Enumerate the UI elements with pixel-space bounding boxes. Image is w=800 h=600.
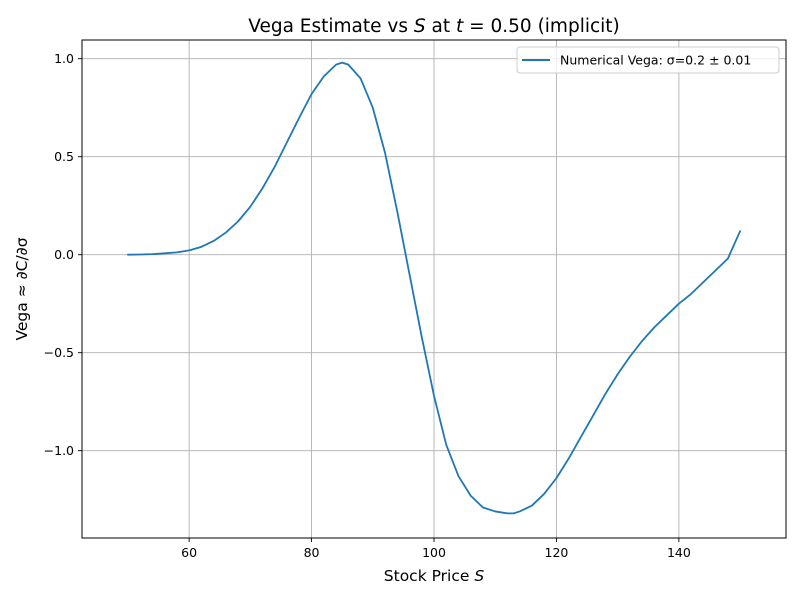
y-tick-label: −1.0 (44, 443, 74, 458)
x-axis-label: Stock Price S (384, 567, 485, 585)
x-tick-label: 60 (181, 545, 197, 560)
y-tick-label: 0.5 (54, 149, 74, 164)
series-line-0 (127, 61, 741, 515)
x-tick-label: 120 (545, 545, 569, 560)
series-layer (127, 61, 741, 515)
y-tick-label: 0.0 (54, 247, 74, 262)
legend-entry-label: Numerical Vega: σ=0.2 ± 0.01 (560, 53, 751, 68)
x-tick-label: 100 (422, 545, 446, 560)
grid-lines (82, 40, 786, 538)
legend-box (516, 46, 780, 74)
x-tick-label: 80 (304, 545, 320, 560)
y-axis-label: Vega ≈ ∂C/∂σ (13, 237, 31, 340)
axis-ticks: 60 80 100 120 140 1.0 0.5 0.0 −0.5 −1.0 (44, 51, 691, 560)
y-tick-label: 1.0 (54, 51, 74, 66)
y-tick-label: −0.5 (44, 345, 74, 360)
chart-title: Vega Estimate vs S at t = 0.50 (implicit… (248, 16, 620, 37)
x-tick-label: 140 (667, 545, 691, 560)
legend: Numerical Vega: σ=0.2 ± 0.01 (516, 46, 780, 74)
